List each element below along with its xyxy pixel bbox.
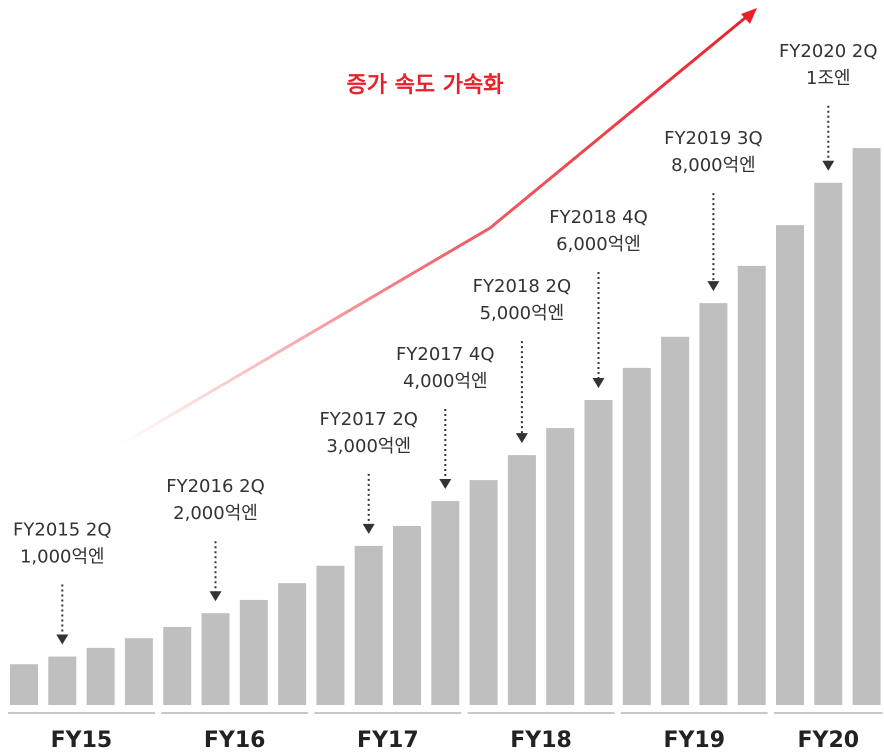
x-group-label: FY16 — [204, 728, 266, 753]
bar — [163, 626, 192, 705]
bar — [584, 400, 613, 705]
annotation-label: FY2019 3Q — [664, 128, 763, 149]
bar — [48, 656, 77, 705]
annotation-amount: 8,000억엔 — [671, 155, 756, 176]
annotation-arrow-head — [56, 634, 69, 645]
annotation-label: FY2017 2Q — [319, 409, 418, 430]
annotation-amount: 6,000억엔 — [556, 234, 641, 255]
bar — [201, 613, 230, 705]
bar — [316, 565, 345, 705]
annotation-arrow-head — [592, 378, 605, 389]
bar — [278, 583, 307, 705]
annotation-label: FY2015 2Q — [13, 520, 112, 541]
annotation-label: FY2018 4Q — [549, 207, 648, 228]
annotation-arrow-head — [439, 479, 452, 489]
x-group-label: FY19 — [663, 728, 725, 753]
trend-arrow — [119, 16, 746, 447]
annotation-label: FY2017 4Q — [396, 344, 495, 365]
bar — [814, 182, 843, 705]
bar — [10, 664, 38, 705]
bar — [737, 265, 766, 705]
bar — [852, 148, 881, 705]
bar — [546, 428, 575, 705]
x-group-label: FY18 — [510, 728, 572, 753]
annotation-arrow-head — [822, 160, 835, 171]
bar — [354, 545, 383, 705]
annotation-amount: 1조엔 — [806, 68, 851, 89]
bar — [431, 501, 460, 705]
annotation-amount: 3,000억엔 — [326, 436, 411, 457]
bar — [86, 647, 115, 705]
x-group-label: FY20 — [798, 728, 860, 753]
bar — [622, 367, 651, 705]
bar — [699, 303, 728, 705]
bar — [469, 480, 498, 705]
bar — [239, 599, 268, 705]
bar — [776, 225, 804, 705]
chart-title: 증가 속도 가속화 — [347, 73, 504, 98]
trend-arrow-head — [741, 8, 757, 24]
annotation-label: FY2020 2Q — [779, 41, 878, 62]
annotation-arrow-head — [707, 281, 720, 292]
annotation-arrow-head — [515, 433, 528, 444]
bar — [124, 638, 153, 705]
annotation-arrow-head — [362, 523, 375, 534]
x-group-label: FY17 — [357, 728, 419, 753]
annotation-label: FY2016 2Q — [166, 476, 265, 497]
bar — [661, 336, 690, 705]
annotation-arrow-head — [209, 591, 222, 602]
x-group-label: FY15 — [51, 728, 113, 753]
annotation-amount: 5,000억엔 — [480, 303, 565, 324]
annotation-label: FY2018 2Q — [473, 276, 572, 297]
annotation-amount: 2,000억엔 — [173, 503, 258, 524]
annotation-amount: 4,000억엔 — [403, 371, 488, 392]
bar — [507, 455, 536, 705]
annotation-amount: 1,000억엔 — [20, 547, 105, 568]
bar — [393, 525, 421, 705]
